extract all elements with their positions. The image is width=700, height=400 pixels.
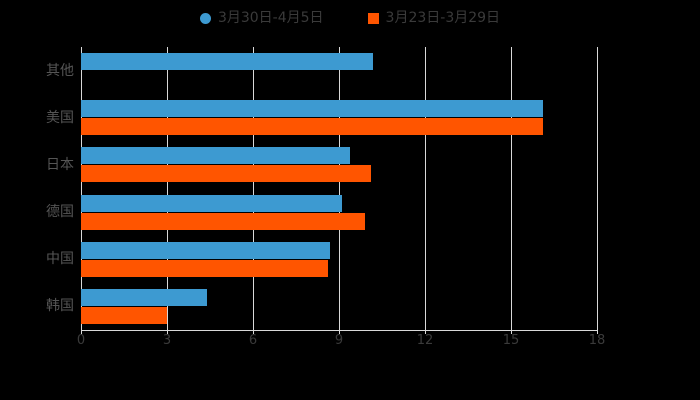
gridline-0 [81,47,82,330]
bar-0-4[interactable] [81,241,331,259]
y-axis-label-0: 其他 [46,62,74,79]
legend-marker-square-icon [367,12,379,24]
bar-0-3[interactable] [81,194,342,212]
legend-item-series-1[interactable]: 3月30日-4月5日 [199,10,324,26]
x-tick-label: 18 [588,333,606,348]
bar-1-2[interactable] [81,165,371,183]
x-tickmark-9 [339,330,340,334]
x-tick-label: 3 [162,333,172,348]
y-axis-label-2: 日本 [46,156,74,173]
legend-marker-circle-icon [199,12,211,24]
legend-label-series-2: 3月23日-3月29日 [385,10,501,26]
plot-area [81,47,598,330]
gridline-18 [597,47,598,330]
y-axis-label-5: 韩国 [46,298,74,315]
legend-label-series-1: 3月30日-4月5日 [217,10,324,26]
bar-1-3[interactable] [81,212,365,230]
y-axis-label-1: 美国 [46,109,74,126]
x-tick-label: 9 [334,333,344,348]
x-tick-label: 15 [502,333,520,348]
y-axis-label-3: 德国 [46,204,74,221]
x-tickmark-12 [425,330,426,334]
x-tickmark-6 [253,330,254,334]
x-tickmark-18 [597,330,598,334]
legend-item-series-2[interactable]: 3月23日-3月29日 [367,10,501,26]
y-axis-label-4: 中国 [46,251,74,268]
bar-1-5[interactable] [81,306,167,324]
x-tick-label: 12 [416,333,434,348]
x-tickmark-15 [511,330,512,334]
chart-legend: 3月30日-4月5日 3月23日-3月29日 [0,6,700,30]
gridline-9 [339,47,340,330]
x-axis-tick-labels: 0 3 6 9 12 15 18 [77,333,605,354]
gridline-3 [167,47,168,330]
bar-1-4[interactable] [81,259,328,277]
bar-1-1[interactable] [81,118,543,136]
y-axis-category-labels: 其他美国日本德国中国韩国 [0,47,74,330]
bar-0-1[interactable] [81,100,543,118]
bar-0-2[interactable] [81,147,351,165]
bar-0-5[interactable] [81,288,208,306]
x-gridlines [81,47,598,330]
bar-series-group [81,47,597,330]
gridline-6 [253,47,254,330]
x-tick-label: 6 [248,333,258,348]
x-tickmark-3 [167,330,168,334]
bar-0-0[interactable] [81,53,374,71]
gridline-12 [425,47,426,330]
gridline-15 [511,47,512,330]
x-tick-label: 0 [76,333,86,348]
x-tickmark-0 [81,330,82,334]
